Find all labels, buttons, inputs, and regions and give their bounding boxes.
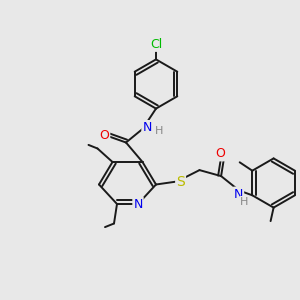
Text: N: N (234, 188, 243, 201)
Text: H: H (155, 125, 163, 136)
Text: O: O (100, 129, 109, 142)
Text: Cl: Cl (150, 38, 162, 51)
Text: N: N (133, 197, 143, 211)
Text: O: O (216, 147, 225, 161)
Text: H: H (240, 197, 249, 207)
Text: N: N (142, 121, 152, 134)
Text: S: S (176, 175, 185, 188)
